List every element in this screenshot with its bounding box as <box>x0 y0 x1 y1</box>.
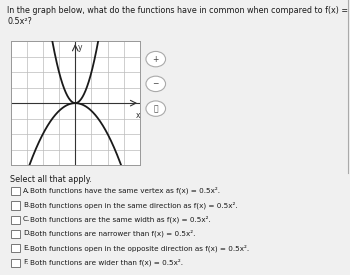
Text: F.: F. <box>23 259 28 265</box>
Text: −: − <box>153 79 159 88</box>
Text: Both functions are narrower than f(x) = 0.5x².: Both functions are narrower than f(x) = … <box>30 230 195 237</box>
Text: Both functions have the same vertex as f(x) = 0.5x².: Both functions have the same vertex as f… <box>30 187 220 194</box>
Text: Both functions open in the opposite direction as f(x) = 0.5x².: Both functions open in the opposite dire… <box>30 244 249 252</box>
Text: A.: A. <box>23 188 30 194</box>
Text: Both functions are the same width as f(x) = 0.5x².: Both functions are the same width as f(x… <box>30 215 210 223</box>
Text: ⧉: ⧉ <box>153 104 158 113</box>
Text: C.: C. <box>23 216 30 222</box>
Text: y: y <box>78 43 82 52</box>
Text: Both functions open in the same direction as f(x) = 0.5x².: Both functions open in the same directio… <box>30 201 237 209</box>
Text: Select all that apply.: Select all that apply. <box>10 175 92 184</box>
Text: In the graph below, what do the functions have in common when compared to f(x) =: In the graph below, what do the function… <box>7 6 348 26</box>
Text: E.: E. <box>23 245 30 251</box>
Text: x: x <box>135 111 140 120</box>
Text: D.: D. <box>23 230 31 236</box>
Text: +: + <box>153 55 159 64</box>
Text: B.: B. <box>23 202 30 208</box>
Text: Both functions are wider than f(x) = 0.5x².: Both functions are wider than f(x) = 0.5… <box>30 258 183 266</box>
